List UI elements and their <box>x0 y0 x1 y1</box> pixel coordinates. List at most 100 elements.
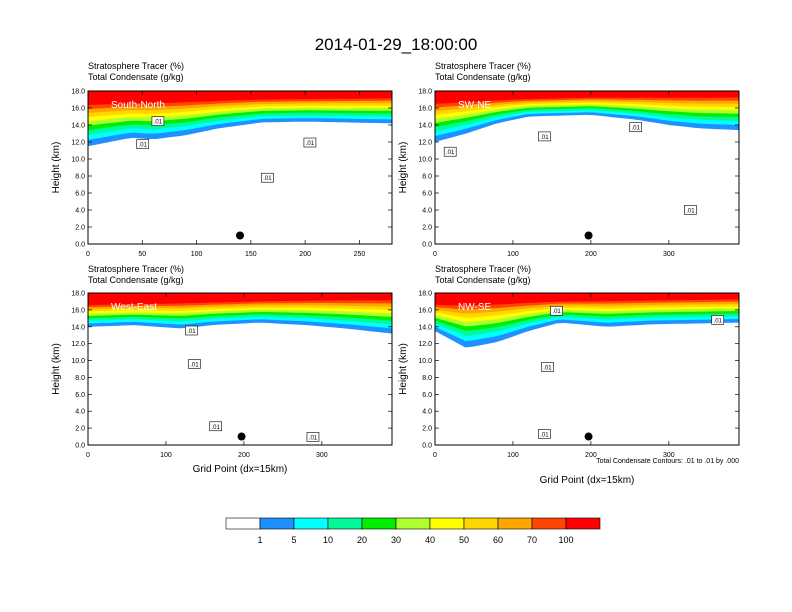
contour-note: Total Condensate Contours: .01 to .01 by… <box>596 458 739 465</box>
contour-label-box <box>151 116 165 126</box>
y-tick-label: 12.0 <box>418 140 432 147</box>
y-axis-label: Height (km) <box>398 343 409 395</box>
y-tick-label: 4.0 <box>422 409 432 416</box>
contour-label: .01 <box>306 141 315 147</box>
x-axis-label-right: Grid Point (dx=15km) <box>540 475 635 486</box>
y-tick-label: 18.0 <box>71 89 85 96</box>
colorbar-swatch-5 <box>395 517 431 530</box>
contour-label-box <box>136 139 150 149</box>
y-tick-label: 12.0 <box>71 341 85 348</box>
tracer-shading <box>88 293 392 334</box>
y-tick-label: 6.0 <box>75 392 85 399</box>
colorbar-label: 50 <box>459 535 469 545</box>
y-tick-label: 14.0 <box>418 123 432 130</box>
panel-title-condensate: Total Condensate (g/kg) <box>88 72 184 82</box>
y-tick-label: 14.0 <box>71 324 85 331</box>
contour-label: .01 <box>212 425 221 431</box>
y-axis-label: Height (km) <box>51 343 62 395</box>
y-tick-label: 16.0 <box>71 106 85 113</box>
y-tick-label: 14.0 <box>71 123 85 130</box>
y-tick-label: 8.0 <box>422 375 432 382</box>
contour-label-box <box>209 421 222 432</box>
colorbar-label: 10 <box>323 535 333 545</box>
x-tick-label: 0 <box>433 452 437 459</box>
tracer-band-10 <box>435 293 739 306</box>
panel-2: Stratosphere Tracer (%)Total Condensate … <box>398 61 740 258</box>
contour-label-box <box>541 362 554 372</box>
y-tick-label: 2.0 <box>422 426 432 433</box>
contour-label-box <box>538 429 551 439</box>
colorbar: 1 5 10 20 30 40 50 60 70 100 <box>225 517 601 545</box>
panel-3: Stratosphere Tracer (%)Total Condensate … <box>51 264 393 459</box>
location-marker <box>236 231 244 240</box>
y-tick-label: 4.0 <box>75 208 85 215</box>
x-tick-label: 200 <box>585 251 597 258</box>
colorbar-swatch-8 <box>497 517 533 530</box>
y-tick-label: 4.0 <box>75 409 85 416</box>
contour-label-box <box>538 131 551 142</box>
contour-label-box <box>188 359 201 369</box>
y-tick-label: 0.0 <box>75 443 85 450</box>
contour-label-box <box>550 305 563 316</box>
colorbar-label: 40 <box>425 535 435 545</box>
x-tick-label: 300 <box>663 452 675 459</box>
y-tick-label: 6.0 <box>422 191 432 198</box>
location-marker <box>584 432 593 441</box>
plot-frame <box>87 90 393 245</box>
plot-frame <box>434 292 740 446</box>
tracer-shading <box>435 293 739 348</box>
y-tick-label: 18.0 <box>418 89 432 96</box>
colorbar-swatch-0 <box>225 517 261 530</box>
colorbar-label: 70 <box>527 535 537 545</box>
panel-title-condensate: Total Condensate (g/kg) <box>435 72 531 82</box>
contour-label: .01 <box>686 208 695 214</box>
contour-label-box <box>306 432 320 442</box>
contour-label: .01 <box>714 318 723 324</box>
colorbar-swatch-4 <box>361 517 397 530</box>
y-tick-label: 8.0 <box>422 174 432 181</box>
x-tick-label: 100 <box>191 251 203 258</box>
x-tick-label: 100 <box>507 452 519 459</box>
contour-label: .01 <box>543 365 552 371</box>
panel-4: Stratosphere Tracer (%)Total Condensate … <box>398 264 740 459</box>
x-tick-label: 300 <box>663 251 675 258</box>
colorbar-label: 100 <box>558 535 573 545</box>
y-tick-label: 8.0 <box>75 174 85 181</box>
x-tick-label: 200 <box>585 452 597 459</box>
colorbar-label: 20 <box>357 535 367 545</box>
plot-frame <box>87 292 393 446</box>
location-marker <box>584 231 593 240</box>
panel-title-tracer: Stratosphere Tracer (%) <box>435 61 531 71</box>
x-axis-label-left: Grid Point (dx=15km) <box>193 464 288 475</box>
panel-label: South-North <box>111 100 165 111</box>
panel-label: NW-SE <box>458 302 491 313</box>
contour-label: .01 <box>190 362 199 368</box>
contour-label-box <box>443 146 457 157</box>
location-marker <box>237 432 246 441</box>
contour-label: .01 <box>309 435 318 441</box>
contour-label-box <box>711 315 725 325</box>
y-tick-label: 10.0 <box>418 157 432 164</box>
colorbar-swatch-3 <box>327 517 363 530</box>
panel-label: SW-NE <box>458 100 491 111</box>
y-tick-label: 0.0 <box>422 242 432 249</box>
panel-title-tracer: Stratosphere Tracer (%) <box>435 264 531 274</box>
contour-label-box <box>185 325 198 336</box>
contour-label-box <box>684 205 697 215</box>
y-tick-label: 4.0 <box>422 208 432 215</box>
tracer-band-10 <box>435 91 739 104</box>
plot-frame <box>434 90 740 245</box>
y-axis-label: Height (km) <box>51 142 62 194</box>
y-tick-label: 14.0 <box>418 324 432 331</box>
panels: Stratosphere Tracer (%)Total Condensate … <box>51 61 740 459</box>
panel-1: Stratosphere Tracer (%)Total Condensate … <box>51 61 393 258</box>
panel-title-tracer: Stratosphere Tracer (%) <box>88 61 184 71</box>
y-tick-label: 8.0 <box>75 375 85 382</box>
tracer-band-10 <box>88 293 392 306</box>
tracer-shading <box>88 91 392 147</box>
figure-title: 2014-01-29_18:00:00 <box>315 35 478 54</box>
contour-label: .01 <box>263 176 272 182</box>
y-tick-label: 6.0 <box>75 191 85 198</box>
y-tick-label: 0.0 <box>422 443 432 450</box>
x-tick-label: 0 <box>86 452 90 459</box>
